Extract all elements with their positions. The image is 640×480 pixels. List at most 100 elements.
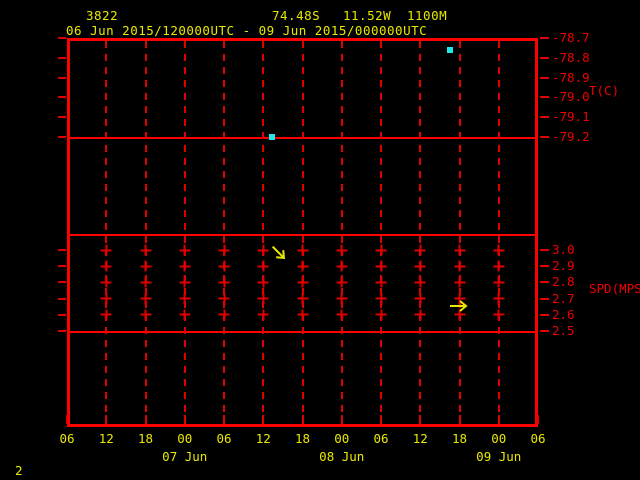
plus-marker: [336, 309, 348, 321]
plus-marker: [493, 276, 505, 288]
x-axis-tick: [66, 415, 68, 424]
y-axis-tick-label: -78.7: [552, 30, 590, 45]
plus-marker: [257, 244, 269, 256]
y-axis-tick-left: [58, 76, 66, 79]
y-axis-tick-left: [58, 330, 66, 332]
plus-marker: [179, 260, 191, 272]
vertical-gridline: [497, 41, 500, 424]
plus-marker: [179, 276, 191, 288]
y-axis-tick-left: [58, 281, 66, 284]
y-axis-tick-label: -78.8: [552, 49, 590, 65]
speed-axis-title: SPD(MPS): [589, 281, 640, 296]
plus-marker: [493, 293, 505, 305]
plus-marker: [414, 260, 426, 272]
plus-marker: [414, 244, 426, 256]
x-axis-hour-label: 18: [137, 431, 154, 446]
x-axis-tick: [301, 415, 304, 424]
vertical-gridline: [144, 41, 147, 424]
plus-marker: [257, 276, 269, 288]
plus-marker: [493, 260, 505, 272]
y-axis-tick-label: -79.2: [552, 129, 590, 144]
plus-marker: [414, 276, 426, 288]
y-axis-tick-left: [58, 37, 66, 39]
wind-arrow-icon: [266, 240, 292, 270]
y-axis-tick-label: 2.9: [552, 258, 575, 274]
plus-marker: [218, 293, 230, 305]
plus-marker: [140, 276, 151, 288]
plus-marker: [257, 309, 269, 321]
plus-marker: [454, 244, 465, 256]
x-axis-hour-label: 06: [59, 431, 75, 446]
x-axis-tick: [380, 415, 382, 424]
plus-marker: [140, 309, 151, 321]
plus-marker: [100, 244, 112, 256]
y-axis-tick: [540, 281, 549, 284]
plus-marker: [218, 244, 230, 256]
y-axis-tick: [540, 116, 549, 119]
y-axis-tick-left: [58, 313, 66, 316]
vertical-gridline: [419, 41, 422, 424]
y-axis-tick: [540, 297, 549, 300]
x-axis-hour-label: 18: [451, 431, 468, 446]
vertical-gridline: [458, 41, 461, 424]
y-axis-tick-label: 2.5: [552, 323, 575, 338]
plus-marker: [375, 293, 387, 305]
x-axis-tick: [419, 415, 422, 424]
y-axis-tick-label: 2.6: [552, 306, 575, 322]
x-axis-hour-label: 00: [491, 431, 507, 446]
x-axis-hour-label: 06: [216, 431, 232, 446]
station-id: 3822: [86, 8, 119, 23]
plus-marker: [100, 260, 112, 272]
plus-marker: [336, 260, 348, 272]
vertical-gridline: [262, 41, 265, 424]
plus-marker: [375, 260, 387, 272]
plus-marker: [454, 293, 465, 305]
plus-marker: [375, 276, 387, 288]
x-axis-hour-label: 06: [530, 431, 546, 446]
vertical-gridline: [105, 41, 108, 424]
plus-marker: [179, 309, 191, 321]
plus-marker: [100, 309, 112, 321]
x-axis-tick: [105, 415, 108, 424]
y-axis-tick-left: [58, 249, 66, 251]
plus-marker: [414, 293, 426, 305]
plus-marker: [493, 244, 505, 256]
y-axis-tick: [540, 313, 549, 316]
plus-marker: [414, 309, 426, 321]
y-axis-tick: [540, 37, 549, 39]
x-axis-hour-label: 12: [98, 431, 114, 446]
temperature-axis-title: T(C): [589, 83, 620, 98]
plus-marker: [218, 276, 230, 288]
plus-marker: [297, 260, 308, 272]
plus-marker: [297, 244, 308, 256]
y-axis-tick-left: [58, 297, 66, 300]
plus-marker: [257, 293, 269, 305]
plus-marker: [454, 260, 465, 272]
plus-marker: [375, 244, 387, 256]
y-axis-tick-label: -79.1: [552, 109, 590, 125]
x-axis-hour-label: 00: [334, 431, 350, 446]
x-axis-hour-label: 12: [412, 431, 428, 446]
plus-marker: [179, 244, 191, 256]
x-axis-hour-label: 18: [294, 431, 311, 446]
plus-marker: [297, 276, 308, 288]
x-axis-date-label: 07 Jun: [162, 449, 208, 464]
y-axis-tick: [540, 136, 549, 138]
vertical-gridline: [380, 41, 382, 424]
x-axis-hour-label: 06: [373, 431, 389, 446]
plus-marker: [218, 260, 230, 272]
y-axis-tick-left: [58, 136, 66, 138]
x-axis-date-label: 09 Jun: [476, 449, 522, 464]
plus-marker: [218, 309, 230, 321]
temperature-data-point: [446, 46, 453, 53]
y-axis-tick-label: -79.0: [552, 89, 590, 105]
plus-marker: [297, 309, 308, 321]
x-axis-hour-label: 00: [177, 431, 193, 446]
x-axis-tick: [497, 415, 500, 424]
x-axis-hour-label: 12: [255, 431, 271, 446]
station-latitude: 74.48S: [272, 8, 321, 23]
vertical-gridline: [223, 41, 225, 424]
y-axis-tick: [540, 330, 549, 332]
plus-marker: [493, 309, 505, 321]
